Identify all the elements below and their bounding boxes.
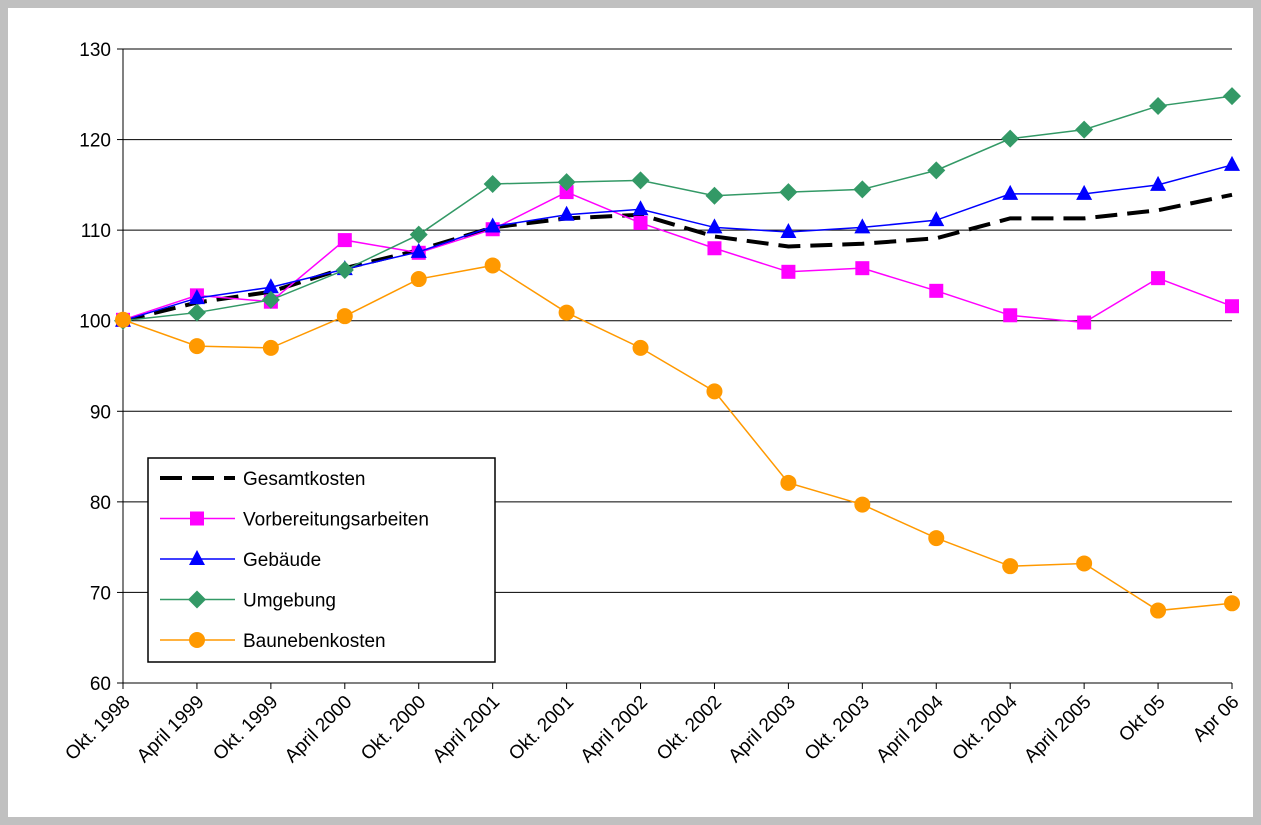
legend-label: Gebäude xyxy=(243,550,321,571)
data-point xyxy=(188,338,205,355)
legend xyxy=(147,457,496,663)
legend-marker xyxy=(190,511,204,526)
data-point xyxy=(335,260,354,279)
data-point xyxy=(1001,129,1020,148)
series-line xyxy=(122,95,1233,322)
data-point xyxy=(1077,315,1092,330)
chart-area xyxy=(8,8,1253,817)
y-tick-label: 110 xyxy=(81,221,111,242)
data-point xyxy=(337,233,352,248)
data-point xyxy=(484,257,501,274)
data-point xyxy=(633,215,648,230)
data-point xyxy=(1002,184,1019,200)
data-point xyxy=(557,173,576,192)
data-point xyxy=(706,218,723,234)
y-tick-label: 120 xyxy=(79,131,111,152)
series-line xyxy=(122,191,1233,324)
data-point xyxy=(779,183,798,202)
series-line xyxy=(122,164,1233,322)
data-point xyxy=(1223,87,1241,106)
data-point xyxy=(1002,558,1019,575)
data-point xyxy=(410,271,427,288)
data-point xyxy=(1003,308,1018,323)
y-tick-label: 70 xyxy=(90,583,111,604)
data-point xyxy=(705,186,724,205)
data-point xyxy=(855,261,870,276)
data-point xyxy=(927,161,946,180)
data-point xyxy=(928,211,945,227)
data-point xyxy=(484,217,501,233)
data-point xyxy=(1150,602,1167,619)
data-point xyxy=(780,222,797,238)
y-tick-label: 90 xyxy=(90,402,111,423)
data-point xyxy=(928,530,945,547)
data-point xyxy=(853,180,872,199)
data-point xyxy=(854,218,871,234)
data-point xyxy=(261,290,280,309)
data-point xyxy=(336,308,353,325)
data-point xyxy=(1075,120,1094,139)
data-point xyxy=(1224,595,1240,612)
data-point xyxy=(632,200,649,216)
data-point xyxy=(1224,155,1240,171)
legend-label: Umgebung xyxy=(243,591,336,612)
data-point xyxy=(1151,271,1166,286)
data-point xyxy=(410,242,427,258)
legend-label: Baunebenkosten xyxy=(243,631,386,652)
legend-label: Gesamtkosten xyxy=(243,469,366,490)
data-point xyxy=(409,225,428,244)
data-point xyxy=(559,185,574,200)
data-point xyxy=(632,339,649,356)
data-point xyxy=(187,303,206,322)
legend-marker xyxy=(189,632,205,648)
y-tick-label: 100 xyxy=(79,312,111,333)
y-tick-label: 130 xyxy=(79,40,111,61)
data-point xyxy=(558,304,575,321)
data-point xyxy=(706,383,723,400)
data-point xyxy=(707,241,722,256)
y-tick-label: 80 xyxy=(90,493,111,514)
data-point xyxy=(262,278,279,294)
data-point xyxy=(262,339,279,356)
data-point xyxy=(1150,175,1167,191)
legend-label: Vorbereitungsarbeiten xyxy=(243,510,429,531)
data-point xyxy=(1149,97,1168,116)
data-point xyxy=(854,496,871,513)
y-tick-label: 60 xyxy=(90,674,111,695)
data-point xyxy=(1076,184,1093,200)
data-point xyxy=(1225,299,1239,314)
data-point xyxy=(188,289,205,305)
series-line xyxy=(122,192,1233,323)
data-point xyxy=(929,283,944,298)
data-point xyxy=(558,205,575,221)
data-point xyxy=(1076,555,1093,572)
series-line xyxy=(122,264,1233,612)
legend-marker xyxy=(189,550,205,565)
data-point xyxy=(631,171,650,190)
data-point xyxy=(483,174,502,193)
data-point xyxy=(780,474,797,491)
data-point xyxy=(781,264,796,279)
data-point xyxy=(115,311,131,328)
legend-marker xyxy=(188,590,206,609)
